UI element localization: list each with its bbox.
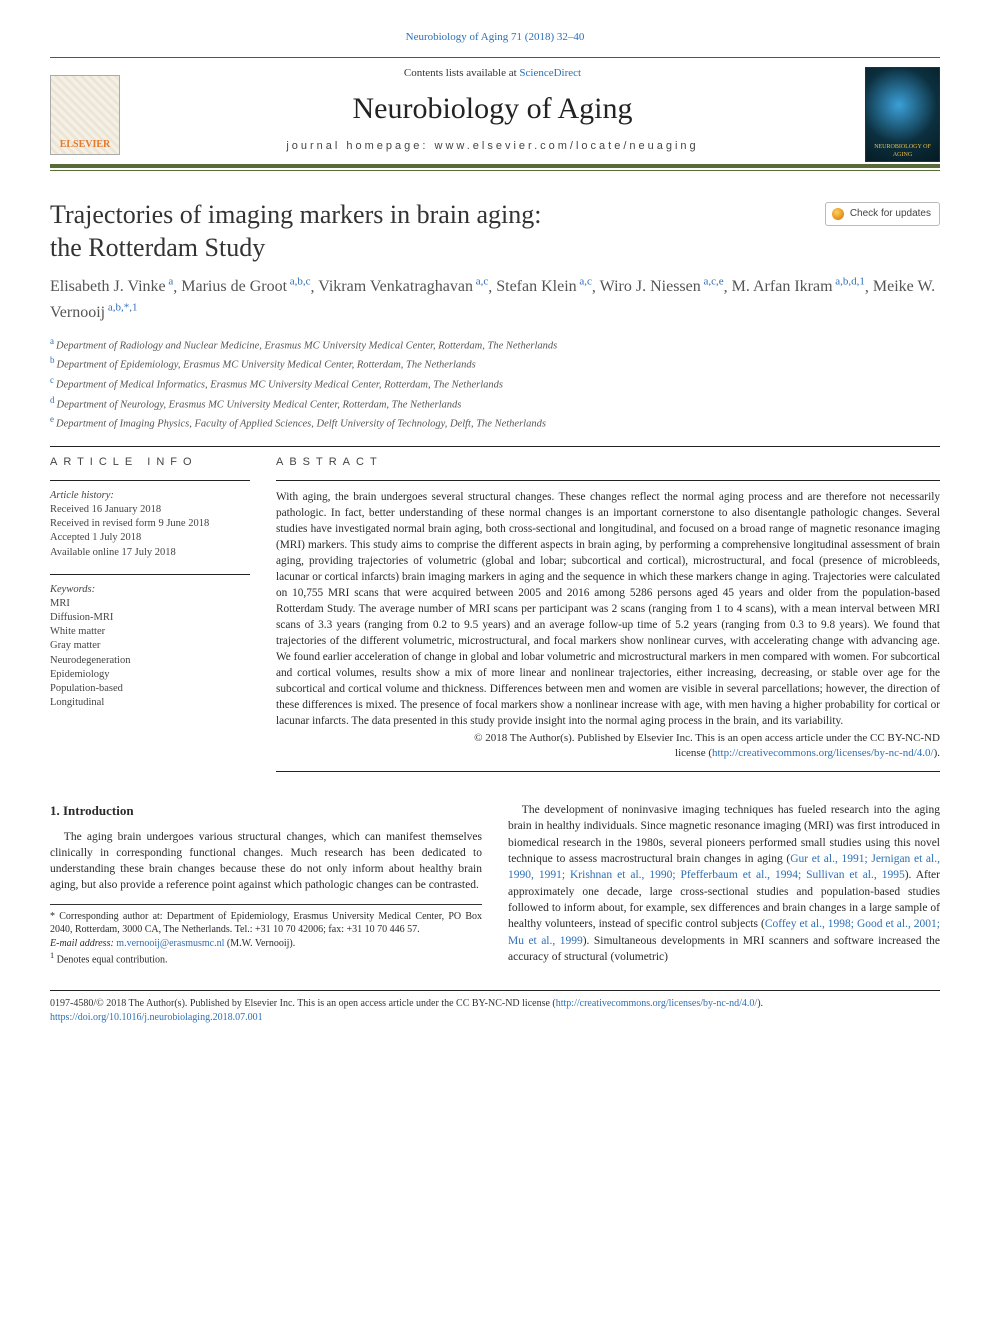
masthead-bottom-rule <box>50 170 940 171</box>
page-footer: 0197-4580/© 2018 The Author(s). Publishe… <box>50 990 940 1024</box>
article-history-block: Article history: Received 16 January 201… <box>50 489 250 560</box>
doi-link[interactable]: https://doi.org/10.1016/j.neurobiolaging… <box>50 1012 263 1023</box>
author: Wiro J. Niessen a,c,e <box>600 278 724 295</box>
abstract-copyright: © 2018 The Author(s). Published by Elsev… <box>276 731 940 761</box>
abstract-column: ABSTRACT With aging, the brain undergoes… <box>276 455 940 772</box>
author: Marius de Groot a,b,c <box>181 278 310 295</box>
keyword: Gray matter <box>50 639 250 653</box>
journal-name: Neurobiology of Aging <box>130 89 855 130</box>
affiliation: dDepartment of Neurology, Erasmus MC Uni… <box>50 394 940 413</box>
intro-paragraph-1: The aging brain undergoes various struct… <box>50 829 482 894</box>
keyword: Neurodegeneration <box>50 654 250 668</box>
author: Vikram Venkatraghavan a,c <box>318 278 488 295</box>
author-list: Elisabeth J. Vinke a, Marius de Groot a,… <box>50 274 940 325</box>
masthead-left: ELSEVIER <box>50 75 120 155</box>
author: Elisabeth J. Vinke a <box>50 278 173 295</box>
license-link[interactable]: http://creativecommons.org/licenses/by-n… <box>712 747 934 759</box>
article-info-column: ARTICLE INFO Article history: Received 1… <box>50 455 250 772</box>
intro-paragraph-2: The development of noninvasive imaging t… <box>508 802 940 965</box>
journal-cover-icon: NEUROBIOLOGY OF AGING <box>865 67 940 162</box>
sciencedirect-link[interactable]: ScienceDirect <box>519 67 581 79</box>
keyword: Epidemiology <box>50 668 250 682</box>
email-footnote: E-mail address: m.vernooij@erasmusmc.nl … <box>50 937 482 951</box>
affiliation-list: aDepartment of Radiology and Nuclear Med… <box>50 335 940 432</box>
author: Stefan Klein a,c <box>496 278 592 295</box>
corresponding-author-footnote: * Corresponding author at: Department of… <box>50 910 482 937</box>
keyword: Longitudinal <box>50 696 250 710</box>
keyword: White matter <box>50 625 250 639</box>
abstract-label: ABSTRACT <box>276 455 940 470</box>
elsevier-logo-icon: ELSEVIER <box>50 75 120 155</box>
equal-contribution-footnote: 1 Denotes equal contribution. <box>50 950 482 967</box>
journal-homepage-line: journal homepage: www.elsevier.com/locat… <box>130 139 855 154</box>
article-title: Trajectories of imaging markers in brain… <box>50 199 825 264</box>
abstract-text: With aging, the brain undergoes several … <box>276 489 940 729</box>
author: M. Arfan Ikram a,b,d,1 <box>732 278 865 295</box>
contents-available-line: Contents lists available at ScienceDirec… <box>130 66 855 81</box>
footer-license-link[interactable]: http://creativecommons.org/licenses/by-n… <box>556 998 757 1009</box>
masthead-center: Contents lists available at ScienceDirec… <box>120 66 865 164</box>
journal-citation: Neurobiology of Aging 71 (2018) 32–40 <box>50 30 940 45</box>
keyword: Population-based <box>50 682 250 696</box>
masthead: ELSEVIER Contents lists available at Sci… <box>50 57 940 168</box>
keyword: MRI <box>50 597 250 611</box>
check-updates-button[interactable]: Check for updates <box>825 202 940 226</box>
article-info-label: ARTICLE INFO <box>50 455 250 470</box>
body-columns: 1. Introduction The aging brain undergoe… <box>50 802 940 970</box>
affiliation: aDepartment of Radiology and Nuclear Med… <box>50 335 940 354</box>
keywords-block: Keywords: MRIDiffusion-MRIWhite matterGr… <box>50 583 250 711</box>
section-rule-top <box>50 446 940 447</box>
footnotes-block: * Corresponding author at: Department of… <box>50 904 482 967</box>
affiliation: eDepartment of Imaging Physics, Faculty … <box>50 413 940 432</box>
introduction-heading: 1. Introduction <box>50 802 482 820</box>
corresponding-email-link[interactable]: m.vernooij@erasmusmc.nl <box>116 938 224 949</box>
keyword: Diffusion-MRI <box>50 611 250 625</box>
affiliation: bDepartment of Epidemiology, Erasmus MC … <box>50 354 940 373</box>
affiliation: cDepartment of Medical Informatics, Eras… <box>50 374 940 393</box>
